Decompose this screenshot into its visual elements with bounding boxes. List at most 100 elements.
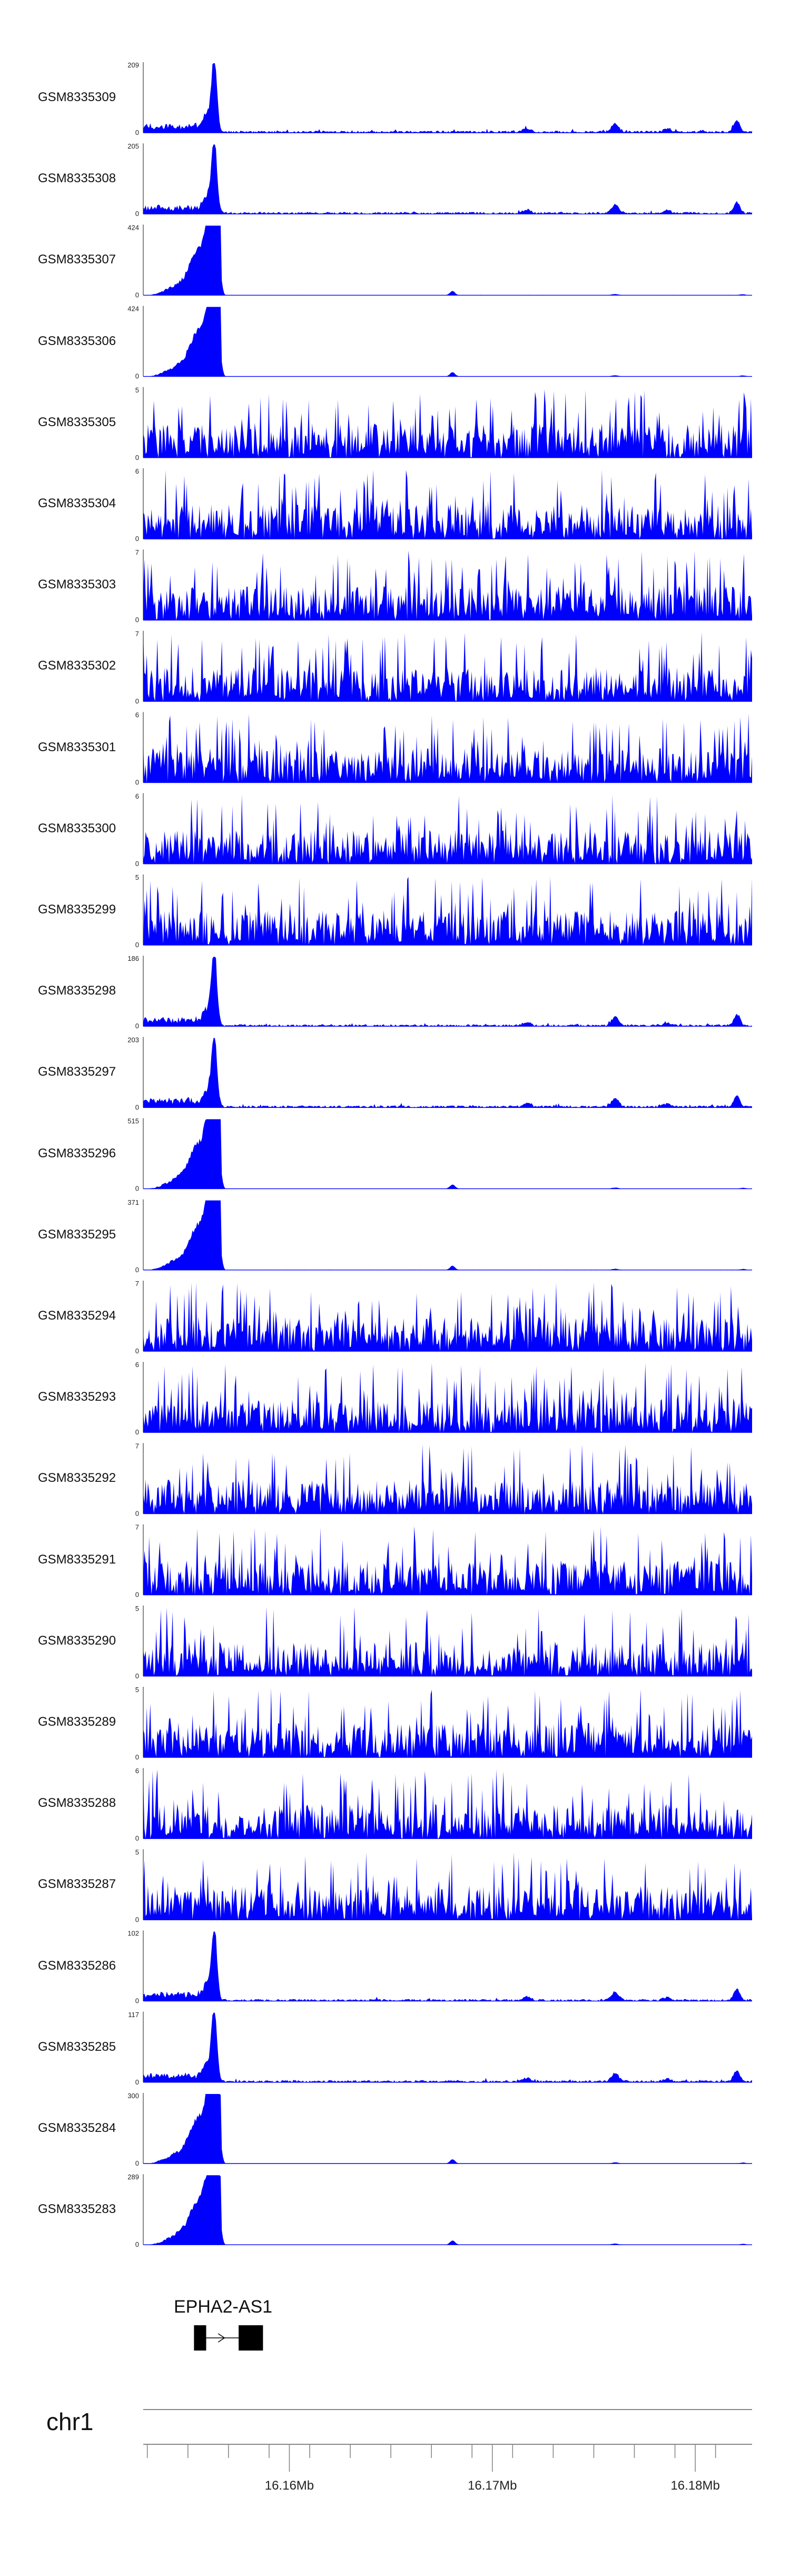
track-label: GSM8335300 [38, 821, 116, 835]
coverage-area [143, 144, 752, 214]
track-label: GSM8335285 [38, 2039, 116, 2054]
track-label: GSM8335301 [38, 740, 116, 754]
coverage-area [143, 957, 752, 1027]
track-label: GSM8335297 [38, 1065, 116, 1079]
y-zero-label: 0 [135, 1834, 139, 1842]
coverage-area [143, 1119, 752, 1189]
y-max-label: 6 [135, 467, 139, 475]
coverage-area [143, 2012, 752, 2082]
y-zero-label: 0 [135, 535, 139, 543]
x-tick-label: 16.18Mb [670, 2479, 719, 2493]
x-tick-label: 16.16Mb [265, 2479, 314, 2493]
gene-exon [239, 2325, 263, 2351]
y-max-label: 7 [135, 1280, 139, 1287]
y-max-label: 289 [127, 2173, 139, 2181]
y-zero-label: 0 [135, 1266, 139, 1274]
track-label: GSM8335302 [38, 658, 116, 673]
y-max-label: 424 [127, 223, 139, 231]
coverage-area [143, 1282, 752, 1351]
y-zero-label: 0 [135, 1185, 139, 1193]
coverage-area [143, 1526, 752, 1595]
y-max-label: 6 [135, 792, 139, 800]
coverage-area [143, 876, 752, 945]
coverage-area [143, 1852, 752, 1920]
y-zero-label: 0 [135, 1103, 139, 1111]
y-max-label: 5 [135, 1848, 139, 1856]
y-max-label: 117 [128, 2011, 139, 2019]
track-label: GSM8335305 [38, 415, 116, 429]
y-max-label: 209 [127, 61, 139, 69]
gene-label: EPHA2-AS1 [174, 2297, 273, 2317]
y-zero-label: 0 [135, 210, 139, 218]
y-zero-label: 0 [135, 616, 139, 624]
track-label: GSM8335298 [38, 984, 116, 998]
coverage-area [143, 2175, 752, 2245]
y-zero-label: 0 [135, 2078, 139, 2086]
coverage-area [143, 1769, 752, 1839]
y-max-label: 300 [127, 2092, 139, 2100]
track-label: GSM8335309 [38, 90, 116, 104]
y-max-label: 371 [127, 1198, 139, 1206]
coverage-area [143, 307, 752, 377]
y-zero-label: 0 [135, 291, 139, 299]
y-zero-label: 0 [135, 1672, 139, 1680]
y-zero-label: 0 [135, 779, 139, 786]
track-label: GSM8335289 [38, 1715, 116, 1729]
track-label: GSM8335294 [38, 1309, 116, 1323]
track-label: GSM8335304 [38, 496, 116, 510]
y-max-label: 5 [135, 1686, 139, 1694]
y-zero-label: 0 [135, 1509, 139, 1517]
y-max-label: 6 [135, 711, 139, 719]
track-label: GSM8335286 [38, 1958, 116, 1973]
track-label: GSM8335290 [38, 1633, 116, 1648]
coverage-area [143, 713, 752, 783]
y-max-label: 7 [135, 1442, 139, 1450]
track-label: GSM8335308 [38, 171, 116, 186]
track-label: GSM8335299 [38, 902, 116, 917]
y-max-label: 205 [127, 142, 139, 150]
coverage-area [143, 1038, 752, 1108]
track-label: GSM8335291 [38, 1552, 116, 1567]
coverage-area [143, 1363, 752, 1433]
track-label: GSM8335303 [38, 577, 116, 592]
y-zero-label: 0 [135, 2159, 139, 2167]
y-max-label: 5 [135, 386, 139, 394]
y-zero-label: 0 [135, 2240, 139, 2248]
coverage-area [143, 389, 752, 458]
y-zero-label: 0 [135, 1915, 139, 1923]
track-label: GSM8335284 [38, 2121, 116, 2135]
y-zero-label: 0 [135, 454, 139, 461]
y-max-label: 7 [135, 548, 139, 556]
y-max-label: 515 [127, 1117, 139, 1125]
track-label: GSM8335288 [38, 1796, 116, 1811]
y-zero-label: 0 [135, 860, 139, 868]
coverage-area [143, 1200, 752, 1270]
track-label: GSM8335292 [38, 1471, 116, 1486]
coverage-area [143, 225, 752, 296]
coverage-area [143, 1931, 752, 2001]
y-zero-label: 0 [135, 372, 139, 380]
coverage-area [143, 1607, 752, 1676]
y-max-label: 424 [127, 305, 139, 313]
y-zero-label: 0 [135, 1591, 139, 1599]
